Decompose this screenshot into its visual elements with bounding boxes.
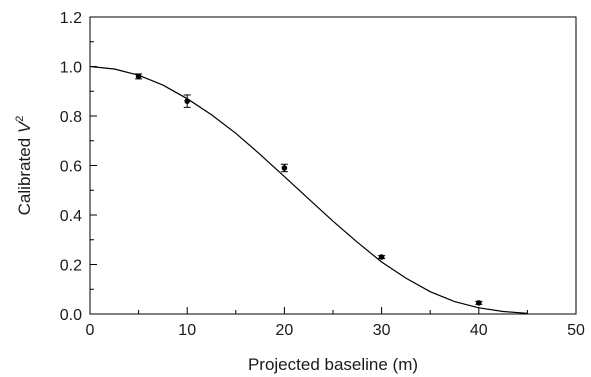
data-point	[281, 165, 288, 171]
y-tick-label: 0.2	[60, 258, 82, 275]
x-tick-label: 40	[470, 322, 488, 339]
data-point	[476, 300, 482, 306]
x-tick-label: 0	[86, 322, 95, 339]
x-tick-label: 10	[178, 322, 196, 339]
x-tick-label: 30	[373, 322, 391, 339]
plot-area	[89, 65, 528, 314]
y-axis-title-variable: V	[15, 120, 34, 133]
y-tick-label: 0.6	[60, 159, 82, 176]
x-tick-label: 50	[567, 322, 585, 339]
y-tick-label: 0.0	[60, 307, 82, 324]
y-axis-title-prefix: Calibrated	[15, 133, 34, 215]
fit-curve	[89, 65, 528, 314]
data-point	[184, 98, 190, 104]
data-point	[135, 73, 142, 80]
plot-frame	[89, 16, 577, 315]
y-axis-title-superscript: 2	[14, 116, 26, 122]
y-tick-label: 0.4	[60, 208, 82, 225]
axes: 0 10 20 30 40 50 0.0 0.2 0.4 0.6 0.8 1.0 1.2	[60, 10, 585, 339]
y-tick-label: 1.0	[60, 60, 82, 77]
y-axis-title: Calibrated V2	[14, 116, 34, 216]
y-tick-label: 1.2	[60, 10, 82, 27]
x-axis-title: Projected baseline (m)	[248, 355, 418, 374]
data-point	[378, 254, 385, 260]
x-tick-label: 20	[276, 322, 294, 339]
y-tick-label: 0.8	[60, 109, 82, 126]
